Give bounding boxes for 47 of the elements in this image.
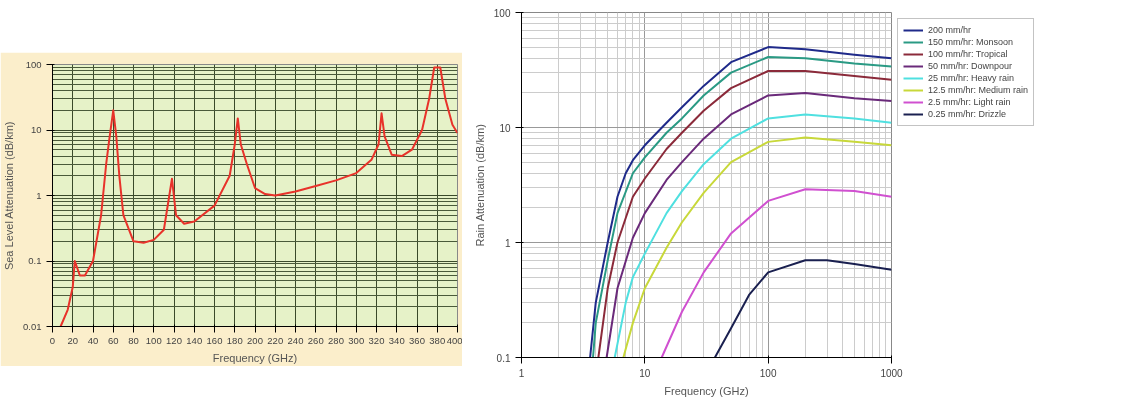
x-tick-label: 10 <box>639 367 651 379</box>
y-tick-label: 1 <box>504 237 511 249</box>
legend-label: 100 mm/hr: Tropical <box>928 48 1008 60</box>
x-tick-label: 0 <box>49 334 56 346</box>
y-tick-label: 100 <box>493 7 511 19</box>
x-tick-label: 20 <box>67 334 79 346</box>
legend-label: 25 mm/hr: Heavy rain <box>928 72 1015 84</box>
x-tick-label: 100 <box>759 367 777 379</box>
y-tick-label: 0.1 <box>496 352 511 364</box>
legend-label: 12.5 mm/hr: Medium rain <box>928 84 1029 96</box>
x-tick-label: 100 <box>145 334 162 346</box>
x-tick-label: 60 <box>107 334 119 346</box>
legend-label: 150 mm/hr: Monsoon <box>928 36 1014 48</box>
x-tick-label: 340 <box>388 334 405 346</box>
y-tick-label: 100 <box>25 58 42 70</box>
x-tick-label: 280 <box>328 334 344 346</box>
y-tick-label: 0.1 <box>28 255 42 266</box>
legend-label: 200 mm/hr <box>928 24 972 36</box>
x-tick-label: 1 <box>518 367 525 379</box>
x-tick-label: 300 <box>348 334 365 346</box>
x-axis-title: Frequency (GHz) <box>212 351 298 364</box>
x-axis-title: Frequency (GHz) <box>664 384 749 397</box>
x-tick-label: 200 <box>247 334 263 346</box>
y-tick-label: 1 <box>36 189 42 201</box>
legend-label: 0.25 mm/hr: Drizzle <box>928 108 1007 120</box>
x-tick-label: 380 <box>429 334 446 346</box>
x-tick-label: 80 <box>128 334 139 346</box>
x-tick-label: 400 <box>446 334 463 346</box>
x-tick-label: 160 <box>206 334 223 346</box>
x-tick-label: 1000 <box>880 367 904 379</box>
x-tick-label: 40 <box>87 334 99 346</box>
x-tick-label: 220 <box>267 334 284 346</box>
x-tick-label: 360 <box>409 334 425 346</box>
y-tick-label: 0.01 <box>23 320 42 332</box>
line-series <box>59 66 458 327</box>
x-tick-label: 240 <box>287 334 304 346</box>
x-tick-label: 140 <box>186 334 203 346</box>
x-tick-label: 180 <box>226 334 243 346</box>
y-axis-title: Rain Attenuation (dB/km) <box>473 124 486 247</box>
x-tick-label: 320 <box>368 334 385 346</box>
x-tick-label: 120 <box>166 334 182 346</box>
y-tick-label: 10 <box>30 124 42 135</box>
legend-label: 2.5 mm/hr: Light rain <box>928 96 1011 108</box>
legend-label: 50 mm/hr: Downpour <box>928 60 1013 72</box>
y-axis-title: Sea Level Attenuation (dB/km) <box>3 121 16 271</box>
x-tick-label: 260 <box>307 334 324 346</box>
y-tick-label: 10 <box>499 122 511 134</box>
